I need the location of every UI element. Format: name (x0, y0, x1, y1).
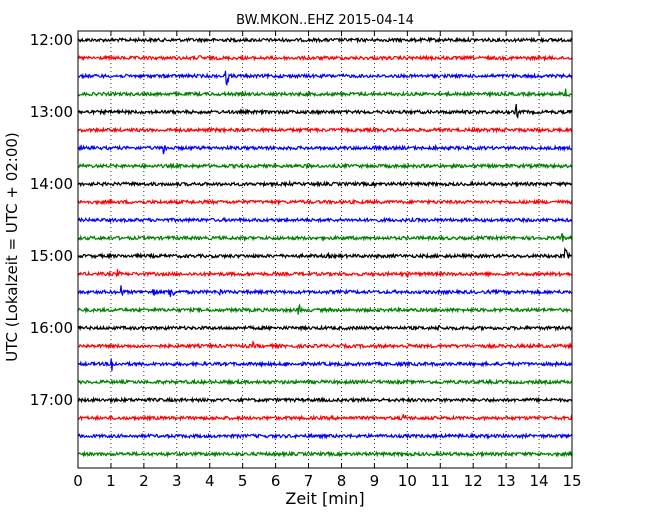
trace-group (77, 36, 573, 458)
trace-line (77, 358, 573, 371)
trace-line (77, 198, 573, 206)
x-axis: 0 1 2 3 4 5 6 7 8 9 10 11 12 13 14 15 (73, 31, 582, 490)
x-tick-label: 9 (370, 472, 380, 490)
x-axis-label: Zeit [min] (285, 489, 364, 508)
trace-line (77, 432, 573, 440)
trace-line (77, 179, 573, 188)
y-tick-label: 16:00 (30, 319, 73, 337)
x-tick-label: 12 (464, 472, 483, 490)
trace-line (77, 414, 573, 422)
trace-line (77, 36, 572, 44)
x-tick-label: 11 (431, 472, 450, 490)
y-axis-label: UTC (Lokalzeit = UTC + 02:00) (3, 132, 21, 362)
trace-line (77, 104, 573, 119)
trace-line (77, 88, 573, 98)
x-tick-label: 8 (337, 472, 347, 490)
x-tick-label: 3 (172, 472, 182, 490)
trace-line (77, 396, 573, 404)
x-tick-label: 15 (562, 472, 581, 490)
plot-frame (77, 30, 573, 469)
trace-line (77, 285, 573, 297)
x-tick-label: 13 (497, 472, 516, 490)
trace-line (77, 232, 573, 242)
y-tick-label: 14:00 (30, 175, 73, 193)
y-axis: 12:00 13:00 14:00 15:00 16:00 17:00 (30, 31, 572, 409)
trace-line (77, 216, 573, 224)
x-tick-label: 6 (271, 472, 281, 490)
x-tick-label: 2 (139, 472, 149, 490)
trace-line (77, 450, 573, 458)
x-tick-label: 5 (238, 472, 248, 490)
y-tick-label: 12:00 (30, 31, 73, 49)
trace-line (77, 247, 573, 260)
trace-line (77, 143, 573, 155)
trace-line (77, 378, 573, 386)
chart-title: BW.MKON..EHZ 2015-04-14 (236, 13, 414, 28)
trace-line (77, 324, 573, 332)
x-tick-label: 7 (304, 472, 314, 490)
trace-line (77, 162, 573, 170)
trace-line (77, 54, 573, 62)
trace-line (77, 126, 573, 134)
x-tick-label: 4 (205, 472, 215, 490)
x-tick-label: 10 (398, 472, 417, 490)
trace-line (78, 303, 573, 315)
y-tick-label: 17:00 (30, 391, 73, 409)
trace-line (77, 70, 573, 86)
y-tick-label: 15:00 (30, 247, 73, 265)
trace-line (77, 269, 573, 278)
grid-lines (110, 31, 540, 468)
x-tick-label: 0 (73, 472, 83, 490)
x-tick-label: 14 (530, 472, 549, 490)
y-tick-label: 13:00 (30, 103, 73, 121)
x-tick-label: 1 (106, 472, 116, 490)
trace-line (77, 340, 573, 350)
